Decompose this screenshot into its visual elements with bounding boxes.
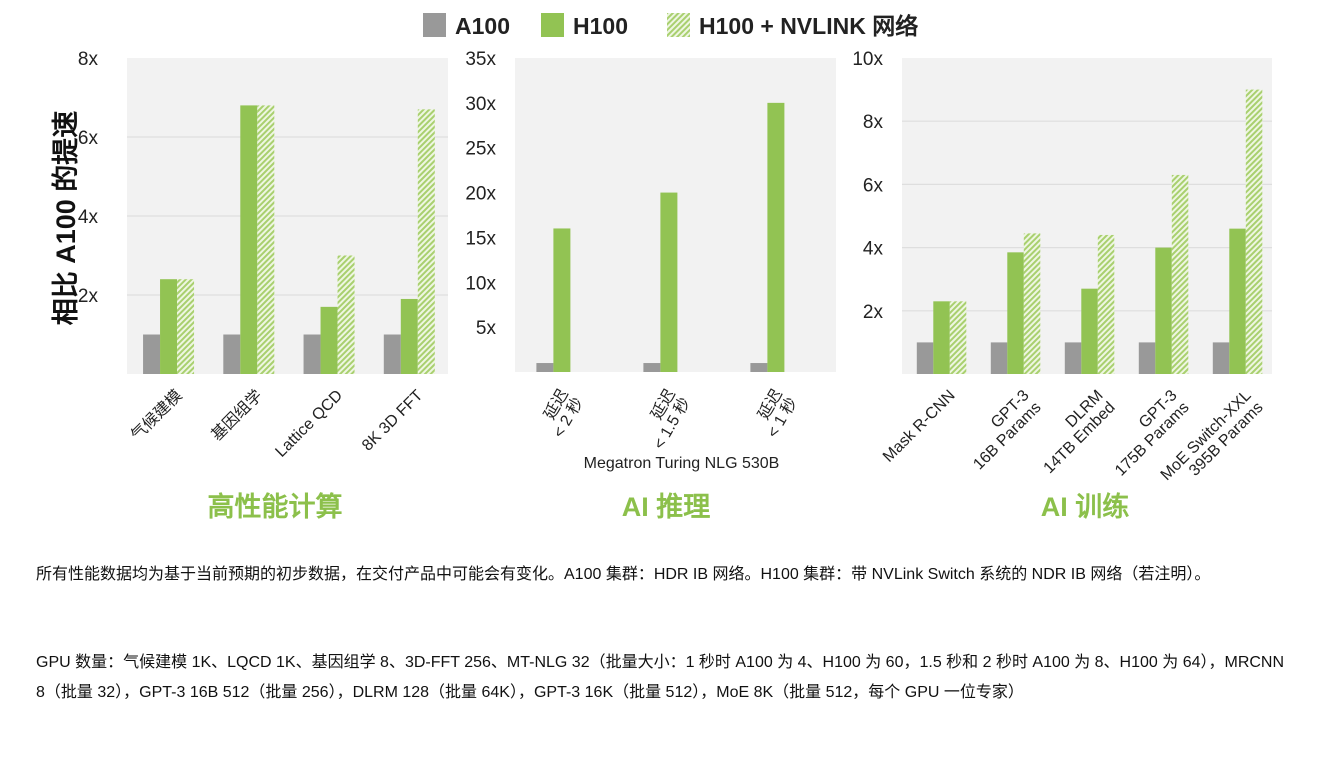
x-tick-label-line: 气候建模 [128, 386, 186, 444]
legend-label-0: A100 [455, 13, 510, 39]
y-tick-label: 6x [863, 175, 884, 196]
x-axis-title: Megatron Turing NLG 530B [584, 455, 780, 472]
bar-h100 [400, 298, 418, 374]
y-tick-label: 2x [78, 286, 99, 307]
y-tick-label: 8x [78, 49, 99, 70]
bar-h100-nvlink- [1097, 234, 1115, 374]
chart-title: AI 推理 [622, 492, 711, 522]
y-tick-label: 2x [863, 302, 884, 323]
legend-label-2: H100 + NVLINK 网络 [699, 13, 918, 39]
x-tick-label-line: Mask R-CNN [880, 387, 959, 466]
bar-h100 [1081, 288, 1098, 374]
bar-h100-nvlink- [1245, 89, 1263, 374]
bar-a100 [750, 363, 768, 372]
bar-h100 [1007, 252, 1024, 374]
x-tick-label-line: 8K 3D FFT [359, 387, 427, 455]
chart-panel-1: 5x 10x 15x 20x 25x 30x 35x 延迟< 2 秒 延迟< 1.5 秒 延迟< … [465, 49, 836, 522]
bar-a100 [1212, 342, 1230, 374]
x-tick-label: 延迟< 1.5 秒 [647, 386, 693, 452]
legend-swatch-2 [667, 13, 690, 37]
bar-h100 [1155, 247, 1172, 374]
bar-a100 [1064, 342, 1082, 374]
bar-a100 [143, 334, 161, 374]
bar-a100 [383, 334, 401, 374]
bar-h100 [767, 102, 785, 372]
bar-h100-nvlink- [257, 105, 275, 375]
bar-h100 [1229, 228, 1246, 374]
y-tick-label: 8x [863, 112, 884, 133]
bar-h100-nvlink- [417, 109, 435, 374]
bar-h100 [553, 228, 571, 372]
chart-panel-0: 2x 4x 6x 8x 气候建模 基因组学 Lattice QCD 8K 3D FFT 相比 A… [50, 49, 448, 522]
y-tick-label: 20x [465, 184, 496, 205]
bar-h100 [660, 192, 678, 372]
footnote-gpu-counts: GPU 数量：气候建模 1K、LQCD 1K、基因组学 8、3D-FFT 256… [36, 654, 1285, 701]
bar-h100-nvlink- [949, 301, 967, 374]
y-tick-label: 25x [465, 139, 496, 160]
bar-a100 [303, 334, 321, 374]
y-tick-label: 4x [78, 207, 99, 228]
footnote-preliminary-data: 所有性能数据均为基于当前预期的初步数据，在交付产品中可能会有变化。A100 集群… [36, 566, 1211, 583]
legend: A100 H100 H100 + NVLINK 网络 [423, 13, 918, 39]
bar-h100 [160, 279, 178, 374]
y-tick-label: 6x [78, 128, 99, 149]
x-tick-label: 气候建模 [128, 386, 186, 444]
bar-a100 [1138, 342, 1156, 374]
bar-h100-nvlink- [1023, 233, 1041, 374]
bar-h100-nvlink- [337, 255, 355, 374]
bar-a100 [916, 342, 934, 374]
bar-h100 [933, 301, 950, 374]
bar-a100 [223, 334, 241, 374]
x-tick-label: 8K 3D FFT [359, 387, 427, 455]
chart-title: 高性能计算 [208, 491, 343, 522]
x-tick-label: Lattice QCD [272, 387, 346, 461]
bar-h100 [320, 306, 338, 374]
y-tick-label: 4x [863, 239, 884, 260]
y-tick-label: 15x [465, 228, 496, 249]
x-tick-label-line: 基因组学 [208, 386, 266, 444]
bar-h100-nvlink- [1171, 174, 1189, 374]
speedup-chart: A100 H100 H100 + NVLINK 网络 2x 4x 6x 8x 气候建模 基因组… [50, 13, 1272, 522]
bar-h100 [240, 105, 258, 375]
bar-a100 [536, 363, 554, 372]
x-tick-label: 延迟< 1 秒 [754, 386, 800, 441]
y-tick-label: 30x [465, 94, 496, 115]
y-axis-title: 相比 A100 的提速 [50, 111, 81, 326]
bar-a100 [990, 342, 1008, 374]
legend-swatch-0 [423, 13, 446, 37]
x-tick-label-line: Lattice QCD [272, 387, 346, 461]
y-tick-label: 5x [476, 318, 497, 339]
bar-h100-nvlink- [177, 279, 195, 374]
x-tick-label: 延迟< 2 秒 [540, 386, 586, 441]
legend-label-1: H100 [573, 13, 628, 39]
y-tick-label: 10x [465, 273, 496, 294]
y-tick-label: 10x [852, 49, 883, 70]
chart-title: AI 训练 [1041, 491, 1130, 522]
legend-swatch-1 [541, 13, 564, 37]
x-tick-label: 基因组学 [208, 386, 266, 444]
bar-a100 [643, 363, 661, 372]
y-tick-label: 35x [465, 49, 496, 70]
x-tick-label: Mask R-CNN [880, 387, 959, 466]
